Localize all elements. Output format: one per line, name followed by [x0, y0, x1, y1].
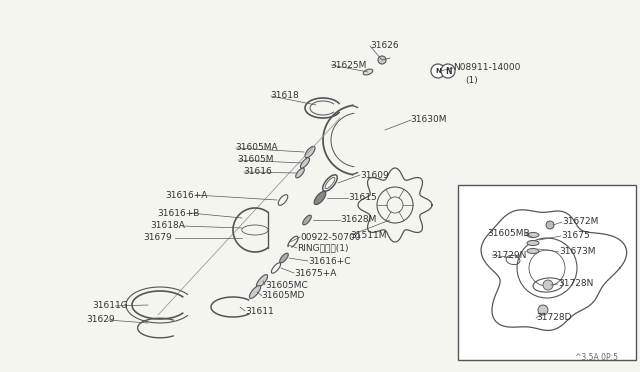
Text: 31729N: 31729N — [491, 250, 526, 260]
Bar — [458, 185, 636, 360]
Ellipse shape — [314, 192, 326, 205]
Text: 31679: 31679 — [143, 234, 172, 243]
Text: 00922-50700: 00922-50700 — [300, 232, 360, 241]
Circle shape — [378, 56, 386, 64]
Text: 31728D: 31728D — [536, 314, 572, 323]
Circle shape — [538, 305, 548, 315]
Text: 31616+C: 31616+C — [308, 257, 351, 266]
Text: 31673M: 31673M — [559, 247, 595, 257]
Text: N: N — [435, 68, 441, 74]
Text: 31618: 31618 — [270, 90, 299, 99]
Text: 31616+B: 31616+B — [157, 208, 200, 218]
Text: 31605MC: 31605MC — [265, 280, 308, 289]
Text: 31605MB: 31605MB — [487, 228, 530, 237]
Text: 31672M: 31672M — [562, 218, 598, 227]
Ellipse shape — [527, 241, 539, 246]
Text: 31625M: 31625M — [330, 61, 366, 70]
Text: 31605MD: 31605MD — [261, 292, 305, 301]
Text: 31616+A: 31616+A — [165, 190, 207, 199]
Text: N08911-14000: N08911-14000 — [453, 64, 520, 73]
Circle shape — [546, 221, 554, 229]
Text: (1): (1) — [465, 76, 477, 84]
Text: 31618A: 31618A — [150, 221, 185, 231]
Text: 31611: 31611 — [245, 307, 274, 315]
Text: RINGリング(1): RINGリング(1) — [297, 244, 349, 253]
Text: 31630M: 31630M — [410, 115, 447, 125]
Text: 31605M: 31605M — [237, 155, 273, 164]
Text: 31728N: 31728N — [558, 279, 593, 289]
Circle shape — [431, 64, 445, 78]
Text: 31629: 31629 — [86, 315, 115, 324]
Text: 31609: 31609 — [360, 170, 388, 180]
Text: 31605MA: 31605MA — [235, 144, 278, 153]
Ellipse shape — [280, 253, 288, 263]
Text: 31615: 31615 — [348, 193, 377, 202]
Text: 31626: 31626 — [370, 41, 399, 49]
Ellipse shape — [305, 146, 315, 158]
Ellipse shape — [257, 275, 268, 288]
Circle shape — [441, 64, 455, 78]
Ellipse shape — [527, 232, 539, 237]
Text: 31675: 31675 — [561, 231, 589, 241]
Ellipse shape — [250, 286, 260, 298]
Text: 31675+A: 31675+A — [294, 269, 337, 278]
Text: 31511M: 31511M — [350, 231, 387, 240]
Text: ^3.5A 0P:5: ^3.5A 0P:5 — [575, 353, 618, 362]
Ellipse shape — [527, 248, 539, 253]
Text: 31628M: 31628M — [340, 215, 376, 224]
Text: 31616: 31616 — [243, 167, 272, 176]
Ellipse shape — [364, 69, 372, 75]
Circle shape — [543, 280, 553, 290]
Text: 31611G: 31611G — [92, 301, 128, 311]
Ellipse shape — [303, 215, 311, 225]
Ellipse shape — [300, 158, 310, 168]
Ellipse shape — [296, 168, 304, 178]
Text: N: N — [445, 67, 451, 76]
